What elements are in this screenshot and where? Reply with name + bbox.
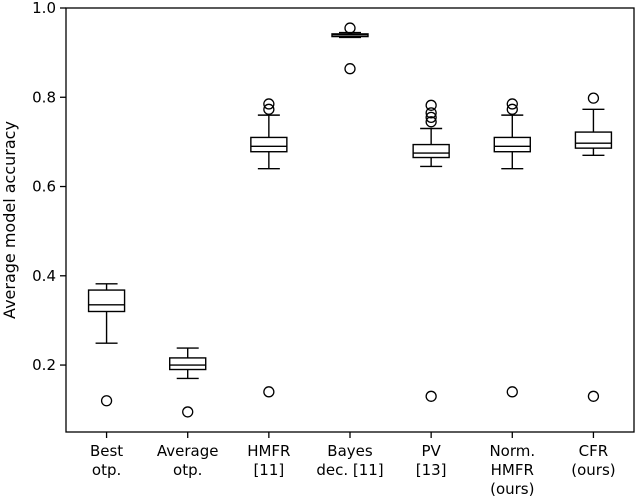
x-tick-label-line: [13] xyxy=(416,461,447,479)
outlier-point xyxy=(263,98,275,110)
y-tick-label: 1.0 xyxy=(32,0,56,17)
x-tick-label-line: (ours) xyxy=(490,480,534,498)
y-tick-label: 0.4 xyxy=(32,267,56,285)
y-axis: 0.2 0.4 0.6 0.8 1.0 xyxy=(32,0,66,374)
outlier-point xyxy=(425,390,437,402)
box-group xyxy=(412,99,450,402)
x-tick-label-line: Bayes xyxy=(327,442,373,460)
outlier-point xyxy=(587,390,600,402)
iqr-box xyxy=(574,131,613,149)
outlier-point xyxy=(587,92,600,104)
iqr-box xyxy=(493,136,531,153)
outlier-point xyxy=(425,111,437,123)
box-group xyxy=(493,98,531,398)
outlier-point xyxy=(506,103,518,115)
x-tick-label-line: CFR xyxy=(579,442,609,460)
outlier-point xyxy=(182,406,194,418)
x-tick-label: PV [13] xyxy=(416,442,447,479)
y-tick-label: 0.2 xyxy=(32,356,56,374)
x-tick-label-line: (ours) xyxy=(571,461,615,479)
x-tick-label: CFR (ours) xyxy=(571,442,615,479)
x-tick-label-line: dec. [11] xyxy=(316,461,383,479)
outlier-point xyxy=(344,63,356,75)
x-tick-label-line: [11] xyxy=(253,461,284,479)
x-tick-label-line: otp. xyxy=(173,461,202,479)
x-tick-label-line: otp. xyxy=(92,461,121,479)
iqr-box xyxy=(169,357,207,371)
box-group xyxy=(169,347,207,418)
x-tick-label-line: Norm. xyxy=(489,442,535,460)
y-axis-title: Average model accuracy xyxy=(0,121,19,319)
plot-content xyxy=(87,22,613,418)
x-axis: Best otp.Average otp.HMFR [11]Bayes dec. [11… xyxy=(90,432,616,498)
box-group xyxy=(87,283,126,407)
iqr-box xyxy=(87,289,126,313)
x-tick-label: Average otp. xyxy=(157,442,219,479)
outlier-point xyxy=(344,22,356,34)
x-tick-label: Best otp. xyxy=(90,442,123,479)
plot-frame xyxy=(65,7,635,433)
iqr-box xyxy=(412,143,450,159)
x-tick-label-line: Average xyxy=(157,442,219,460)
outlier-point xyxy=(506,386,518,398)
x-tick-label-line: Best xyxy=(90,442,123,460)
box-group xyxy=(574,92,613,402)
outlier-point xyxy=(263,103,275,115)
x-tick-label: Norm. HMFR (ours) xyxy=(489,442,535,498)
outlier-point xyxy=(425,116,437,128)
y-tick-label: 0.8 xyxy=(32,88,56,106)
outlier-point xyxy=(425,107,437,119)
x-tick-label: HMFR [11] xyxy=(247,442,290,479)
outlier-point xyxy=(263,386,275,398)
x-tick-label-line: HMFR xyxy=(491,461,534,479)
y-tick-label: 0.6 xyxy=(32,178,56,196)
x-tick-label-line: HMFR xyxy=(247,442,290,460)
x-tick-label: Bayes dec. [11] xyxy=(316,442,383,479)
box-group xyxy=(331,22,369,75)
outlier-point xyxy=(506,98,518,110)
x-tick-label-line: PV xyxy=(421,442,441,460)
outlier-point xyxy=(100,395,113,407)
iqr-box xyxy=(250,136,288,153)
box-group xyxy=(250,98,288,398)
outlier-point xyxy=(425,99,437,111)
